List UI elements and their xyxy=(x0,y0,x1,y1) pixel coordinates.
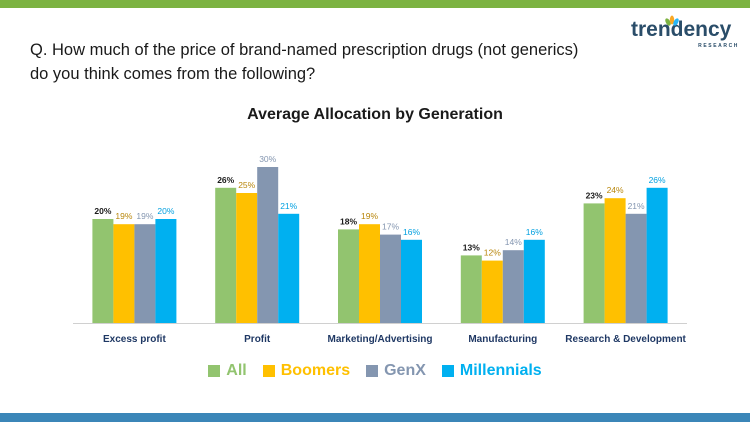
data-label-genx-0: 19% xyxy=(136,211,153,221)
data-label-millennials-0: 20% xyxy=(157,206,174,216)
legend-label-boomers: Boomers xyxy=(280,362,351,379)
data-label-genx-3: 14% xyxy=(505,237,522,247)
bar-millennials-3 xyxy=(523,239,545,323)
data-label-boomers-0: 19% xyxy=(115,211,132,221)
legend-swatch-millennials xyxy=(441,365,454,377)
bar-all-4 xyxy=(583,203,605,323)
category-label-2: Marketing/Advertising xyxy=(327,334,432,345)
bar-millennials-1 xyxy=(278,213,300,323)
bar-all-3 xyxy=(460,255,482,323)
data-label-genx-2: 17% xyxy=(382,222,399,232)
bar-millennials-0 xyxy=(155,219,177,323)
category-label-3: Manufacturing xyxy=(468,334,537,345)
trendency-logo: trendency RESEARCH xyxy=(631,15,741,54)
question-line-1: Q. How much of the price of brand-named … xyxy=(30,41,579,59)
data-label-all-4: 23% xyxy=(586,190,603,200)
legend-swatch-all xyxy=(208,365,221,377)
legend-swatch-genx xyxy=(366,365,379,377)
question-line-2: do you think comes from the following? xyxy=(30,65,316,83)
bar-all-0 xyxy=(92,219,114,323)
data-label-boomers-4: 24% xyxy=(607,185,624,195)
legend-swatch-boomers xyxy=(262,365,275,377)
data-label-boomers-2: 19% xyxy=(361,211,378,221)
data-label-millennials-4: 26% xyxy=(649,175,666,185)
bar-genx-4 xyxy=(625,213,647,323)
bar-boomers-3 xyxy=(481,260,503,323)
category-label-1: Profit xyxy=(244,334,271,345)
chart-legend: All Boomers GenX Millennials xyxy=(0,362,750,380)
category-label-4: Research & Development xyxy=(565,334,686,345)
bar-genx-0 xyxy=(134,224,156,323)
data-label-all-1: 26% xyxy=(217,175,234,185)
bar-millennials-4 xyxy=(646,187,668,323)
data-label-millennials-2: 16% xyxy=(403,227,420,237)
logo-wordmark: trendency xyxy=(631,18,732,41)
category-label-0: Excess profit xyxy=(103,334,166,345)
bar-all-1 xyxy=(215,187,237,323)
data-label-genx-4: 21% xyxy=(628,201,645,211)
data-label-genx-1: 30% xyxy=(259,154,276,164)
legend-item-genx: GenX xyxy=(366,362,426,380)
survey-question: Q. How much of the price of brand-named … xyxy=(30,38,630,86)
legend-label-millennials: Millennials xyxy=(459,362,542,379)
bottom-accent-bar xyxy=(0,413,750,422)
legend-item-millennials: Millennials xyxy=(441,362,542,380)
top-accent-bar xyxy=(0,0,750,8)
legend-item-boomers: Boomers xyxy=(262,362,351,380)
data-label-millennials-1: 21% xyxy=(280,201,297,211)
bar-all-2 xyxy=(338,229,359,323)
bar-boomers-0 xyxy=(113,224,135,323)
legend-label-genx: GenX xyxy=(384,362,426,379)
bar-genx-3 xyxy=(502,250,524,323)
bar-boomers-1 xyxy=(236,193,258,323)
chart-title: Average Allocation by Generation xyxy=(247,106,503,123)
data-label-all-3: 13% xyxy=(463,242,480,252)
bar-genx-2 xyxy=(380,234,401,323)
data-label-millennials-3: 16% xyxy=(526,227,543,237)
data-label-boomers-3: 12% xyxy=(484,248,501,258)
bar-genx-1 xyxy=(257,167,279,323)
data-label-boomers-1: 25% xyxy=(238,180,255,190)
bar-boomers-2 xyxy=(359,224,380,323)
legend-label-all: All xyxy=(226,362,247,379)
logo-subtitle: RESEARCH xyxy=(698,43,739,49)
data-label-all-0: 20% xyxy=(94,206,111,216)
bar-chart: 20% 19% 19% 20% Excess profit 26% 25% 30% 21% Pro… xyxy=(73,154,687,345)
bar-millennials-2 xyxy=(401,239,422,323)
data-label-all-2: 18% xyxy=(340,216,357,226)
logo-leaf-icon xyxy=(665,15,679,26)
legend-item-all: All xyxy=(208,362,247,380)
bar-boomers-4 xyxy=(604,198,626,323)
